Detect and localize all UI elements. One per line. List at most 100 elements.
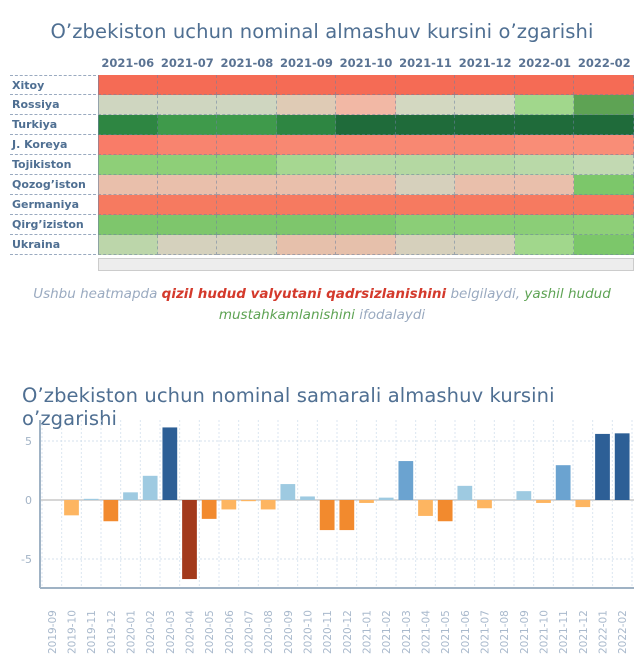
heatmap-cell [514, 235, 575, 255]
y-tick-label: 5 [25, 435, 32, 448]
heatmap-cell [217, 215, 277, 235]
x-tick-label: 2022-01 [598, 610, 610, 654]
x-tick-label: 2019-12 [106, 610, 118, 654]
heatmap-cell [336, 115, 396, 135]
y-tick-label: -5 [21, 553, 32, 566]
bar [123, 492, 138, 500]
heatmap-cell [98, 195, 158, 215]
heatmap-cell [514, 175, 575, 195]
heatmap-cell [336, 175, 396, 195]
heatmap-cell [455, 215, 515, 235]
heatmap-cell [455, 195, 515, 215]
heatmap-cell [276, 195, 337, 215]
x-tick-label: 2020-03 [165, 610, 177, 654]
heatmap-column-label: 2022-01 [518, 56, 572, 70]
bar [201, 500, 217, 519]
x-tick-label: 2021-10 [539, 610, 551, 654]
heatmap-cell [276, 135, 337, 155]
x-tick-label: 2021-09 [519, 610, 531, 654]
x-tick-label: 2020-07 [244, 610, 256, 654]
heatmap-cell [336, 215, 396, 235]
x-tick-label: 2020-09 [283, 610, 295, 654]
bar [516, 491, 532, 500]
x-tick-label: 2020-05 [204, 610, 216, 654]
heatmap-cell [514, 215, 575, 235]
bar [221, 500, 237, 510]
x-tick-label: 2021-07 [480, 610, 492, 654]
bar [595, 433, 610, 500]
x-tick-label: 2021-05 [440, 610, 452, 654]
heatmap-cell [574, 195, 634, 215]
heatmap-caption: Ushbu heatmapda qizil hudud valyutani qa… [0, 284, 644, 326]
heatmap-cell [157, 115, 218, 135]
heatmap-cell [157, 135, 218, 155]
heatmap-cell [514, 115, 575, 135]
heatmap-cell [574, 115, 634, 135]
heatmap-cell [455, 175, 515, 195]
heatmap-horizontal-scrollbar[interactable] [98, 258, 634, 271]
bar [477, 500, 492, 509]
heatmap-cell [157, 175, 218, 195]
x-tick-label: 2020-02 [145, 610, 157, 654]
heatmap-row-label: Xitoy [10, 75, 96, 95]
heatmap-cell [395, 155, 456, 175]
heatmap-cell [336, 235, 396, 255]
caption-green-text-2: mustahkamlanishini [218, 307, 355, 323]
heatmap-cell [574, 235, 634, 255]
x-tick-label: 2020-01 [126, 610, 138, 654]
heatmap-cell [217, 135, 277, 155]
heatmap-column-label: 2021-08 [220, 56, 274, 70]
x-tick-label: 2022-02 [617, 610, 629, 654]
bar [614, 433, 630, 500]
x-tick-label: 2020-08 [263, 610, 275, 654]
caption-text-3: ifodalaydi [354, 307, 426, 323]
heatmap-cell [336, 135, 396, 155]
bar [64, 500, 79, 516]
heatmap-cell [514, 155, 575, 175]
x-tick-label: 2021-06 [460, 610, 472, 654]
x-tick-label: 2020-06 [224, 610, 236, 654]
heatmap-cell [395, 135, 456, 155]
heatmap-cell [98, 235, 158, 255]
heatmap-cell [98, 95, 158, 115]
heatmap-cell [157, 75, 218, 95]
heatmap-cell [157, 95, 218, 115]
heatmap-cell [98, 155, 158, 175]
heatmap-cell [574, 75, 634, 95]
heatmap: 2021-06 2021-07 2021-08 2021-09 2021-10 2021-… [10, 56, 636, 276]
bar [142, 475, 158, 500]
bar [378, 497, 394, 500]
heatmap-cell [574, 135, 634, 155]
heatmap-row-label: Qirg’iziston [10, 215, 96, 235]
heatmap-column-label: 2021-12 [458, 56, 512, 70]
heatmap-row-label: Qozog’iston [10, 175, 96, 195]
heatmap-cell [514, 195, 575, 215]
heatmap-cell [276, 115, 337, 135]
x-tick-label: 2019-10 [67, 610, 79, 654]
heatmap-cell [217, 155, 277, 175]
heatmap-row-label: J. Koreya [10, 135, 96, 155]
heatmap-row-label: Tojikiston [10, 155, 96, 175]
bar [300, 496, 315, 500]
x-tick-label: 2020-04 [185, 610, 197, 654]
caption-text-1: Ushbu heatmapda [33, 286, 162, 302]
heatmap-cell [157, 235, 218, 255]
heatmap-cell [455, 235, 515, 255]
x-tick-label: 2019-09 [47, 610, 59, 654]
heatmap-cell [574, 155, 634, 175]
heatmap-cell [395, 215, 456, 235]
x-tick-label: 2021-08 [499, 610, 511, 654]
bar [182, 500, 197, 580]
x-tick-label: 2021-11 [558, 610, 570, 654]
bar [319, 500, 335, 531]
heatmap-column-label: 2021-09 [280, 56, 333, 70]
heatmap-cell [157, 155, 218, 175]
bar [437, 500, 453, 522]
heatmap-column-label: 2021-11 [399, 56, 452, 70]
heatmap-cell [276, 95, 337, 115]
heatmap-cell [276, 175, 337, 195]
heatmap-cell [514, 95, 575, 115]
y-tick-label: 0 [25, 494, 32, 507]
heatmap-cell [98, 75, 158, 95]
heatmap-row-label: Turkiya [10, 115, 96, 135]
